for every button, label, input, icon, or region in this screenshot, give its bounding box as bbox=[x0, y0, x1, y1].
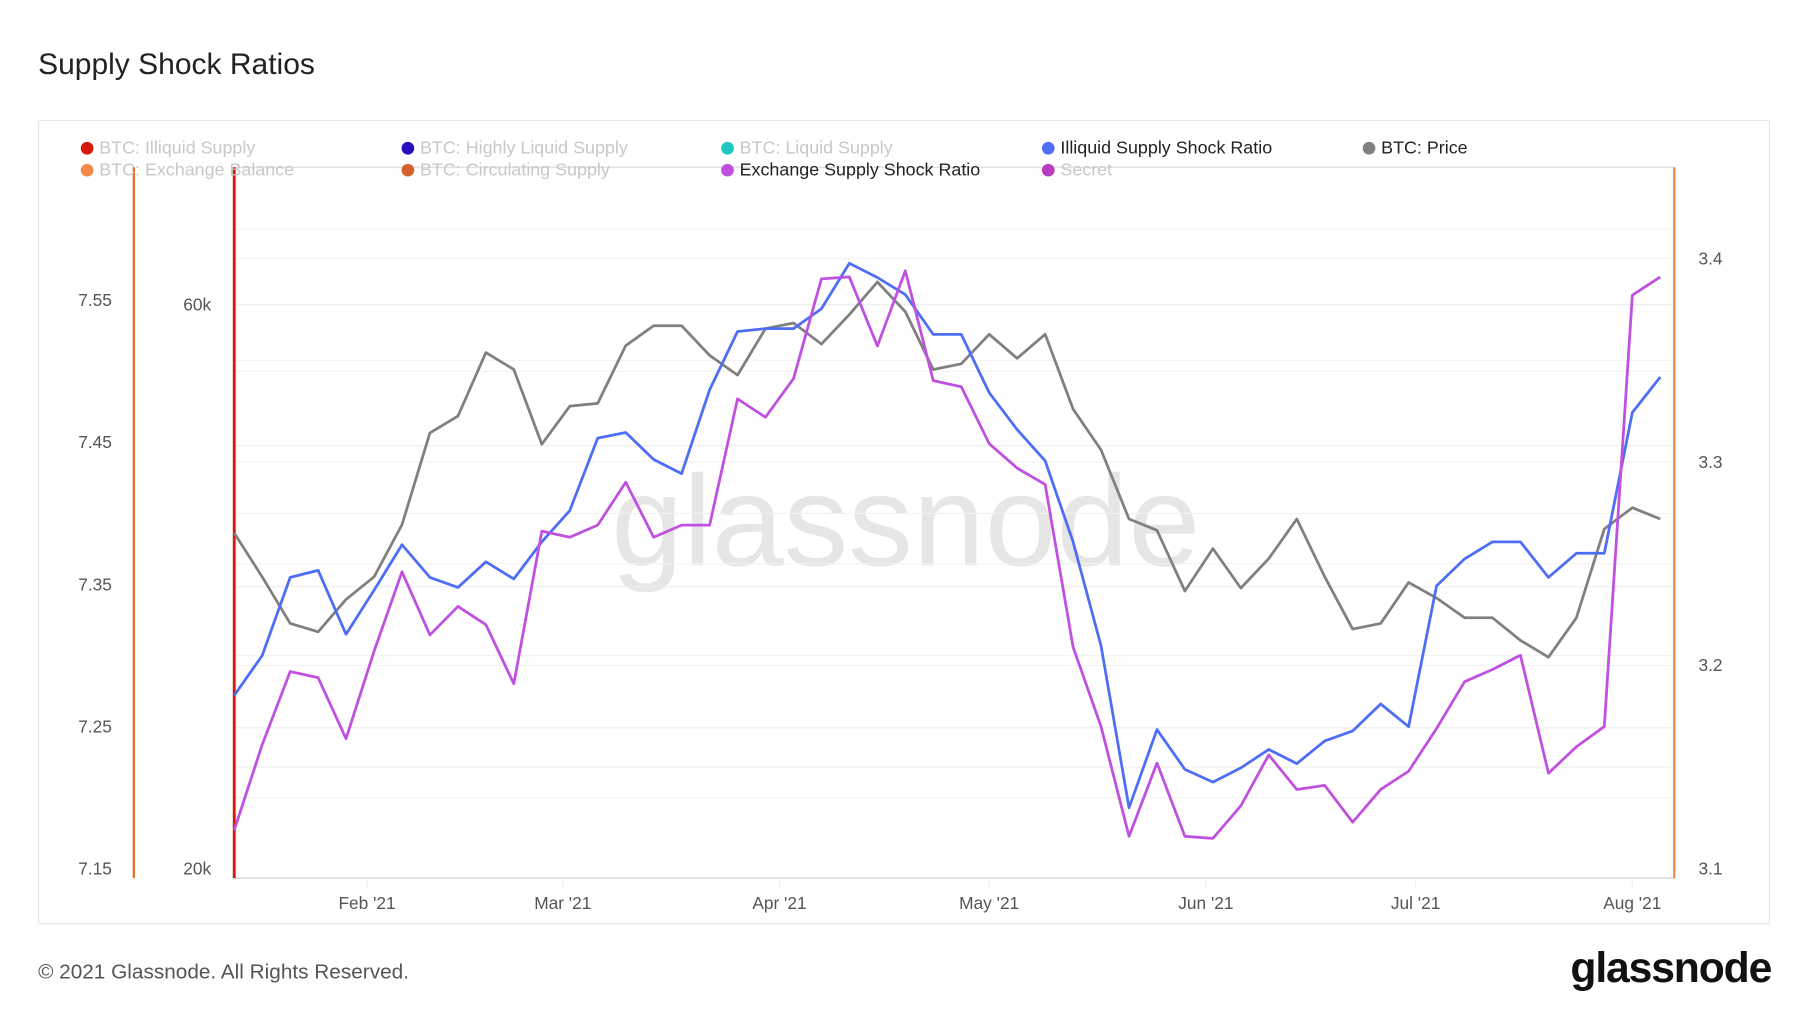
legend-item-circulating-supply[interactable]: BTC: Circulating Supply bbox=[401, 160, 610, 181]
legend-label: BTC: Liquid Supply bbox=[739, 138, 893, 159]
series-line-exchange-supply-shock-ratio bbox=[232, 269, 1662, 840]
legend-dot-icon bbox=[721, 163, 734, 177]
page-title: Supply Shock Ratios bbox=[38, 46, 315, 81]
series-line-btc-price bbox=[233, 280, 1661, 659]
chart-panel bbox=[38, 120, 1771, 925]
legend-dot-icon bbox=[401, 163, 415, 177]
copyright: © 2021 Glassnode. All Rights Reserved. bbox=[38, 960, 409, 984]
issr-tick-label: 7.55 bbox=[78, 290, 112, 310]
legend-label: BTC: Circulating Supply bbox=[420, 160, 610, 181]
x-tick-label: Apr '21 bbox=[752, 893, 806, 913]
essr-tick-label: 3.1 bbox=[1698, 859, 1722, 879]
legend-item-exchange-balance[interactable]: BTC: Exchange Balance bbox=[80, 160, 295, 181]
axes: 7.55 7.45 7.35 7.25 7.15 60k 20k 3.4 3.3 3.2 3.1 Fe… bbox=[78, 167, 1723, 913]
legend-label: BTC: Highly Liquid Supply bbox=[420, 138, 628, 159]
legend-item-highly-liquid-supply[interactable]: BTC: Highly Liquid Supply bbox=[401, 138, 628, 159]
x-tick-label: Jun '21 bbox=[1178, 893, 1233, 913]
legend-item-btc-price[interactable]: BTC: Price bbox=[1362, 138, 1468, 159]
issr-tick-label: 7.45 bbox=[78, 432, 112, 452]
legend-item-illiquid-supply-shock-ratio[interactable]: Illiquid Supply Shock Ratio bbox=[1041, 138, 1273, 159]
legend-dot-icon bbox=[1362, 141, 1376, 155]
price-tick-label: 60k bbox=[183, 294, 211, 314]
series-lines bbox=[232, 261, 1662, 840]
series-line-illiquid-supply-shock-ratio bbox=[233, 261, 1662, 810]
x-tick-label: Feb '21 bbox=[338, 893, 395, 913]
legend-label: BTC: Price bbox=[1381, 138, 1468, 159]
essr-tick-label: 3.3 bbox=[1698, 452, 1722, 472]
x-tick-label: Aug '21 bbox=[1603, 893, 1661, 913]
legend-item-liquid-supply[interactable]: BTC: Liquid Supply bbox=[721, 138, 893, 159]
legend-label: BTC: Exchange Balance bbox=[99, 160, 295, 181]
legend-label: Illiquid Supply Shock Ratio bbox=[1060, 138, 1273, 159]
essr-tick-label: 3.4 bbox=[1698, 248, 1722, 268]
legend-item-illiquid-supply[interactable]: BTC: Illiquid Supply bbox=[80, 138, 256, 159]
legend-item-secret[interactable]: Secret bbox=[1041, 160, 1113, 181]
x-tick-label: Mar '21 bbox=[534, 893, 591, 913]
legend-label: Exchange Supply Shock Ratio bbox=[739, 160, 981, 181]
essr-tick-label: 3.2 bbox=[1698, 655, 1722, 675]
gridlines bbox=[234, 166, 1675, 879]
x-tick-label: May '21 bbox=[959, 893, 1019, 913]
legend-dot-icon bbox=[721, 141, 734, 155]
legend-label: BTC: Illiquid Supply bbox=[99, 138, 256, 159]
price-tick-label: 20k bbox=[183, 859, 211, 879]
legend-dot-icon bbox=[401, 141, 415, 155]
legend-dot-icon bbox=[80, 163, 94, 177]
watermark: glassnode bbox=[611, 449, 1200, 593]
issr-tick-label: 7.15 bbox=[78, 859, 112, 879]
legend-item-exchange-supply-shock-ratio[interactable]: Exchange Supply Shock Ratio bbox=[721, 160, 980, 181]
glassnode-logo[interactable]: glassnode bbox=[1570, 943, 1772, 992]
legend-dot-icon bbox=[80, 141, 94, 155]
issr-tick-label: 7.35 bbox=[78, 574, 112, 594]
legend-label: Secret bbox=[1060, 160, 1113, 181]
legend-dot-icon bbox=[1041, 163, 1055, 177]
issr-tick-label: 7.25 bbox=[78, 716, 112, 736]
legend-dot-icon bbox=[1041, 141, 1055, 155]
x-tick-label: Jul '21 bbox=[1391, 893, 1440, 913]
